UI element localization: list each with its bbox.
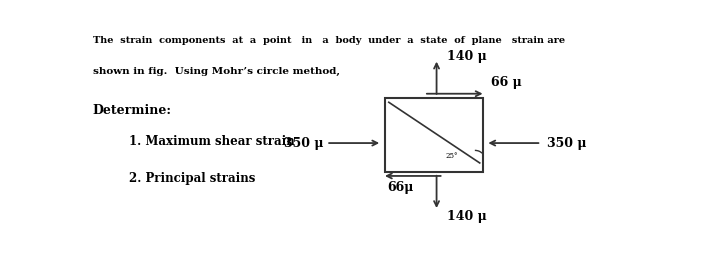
Text: Determine:: Determine: [93,104,172,117]
Text: 25°: 25° [445,152,458,160]
Text: 350 μ: 350 μ [547,136,586,150]
Text: 350 μ: 350 μ [284,136,324,150]
Text: 140 μ: 140 μ [446,210,487,222]
Text: The  strain  components  at  a  point   in   a  body  under  a  state  of  plane: The strain components at a point in a bo… [93,36,565,45]
Text: 66 μ: 66 μ [491,76,522,89]
Text: shown in fig.  Using Mohr’s circle method,: shown in fig. Using Mohr’s circle method… [93,67,340,76]
Text: 2. Principal strains: 2. Principal strains [129,172,256,185]
Text: 140 μ: 140 μ [446,50,487,63]
Text: 66μ: 66μ [388,181,414,194]
Text: 1. Maximum shear strain: 1. Maximum shear strain [129,135,295,148]
Bar [385,98,482,172]
